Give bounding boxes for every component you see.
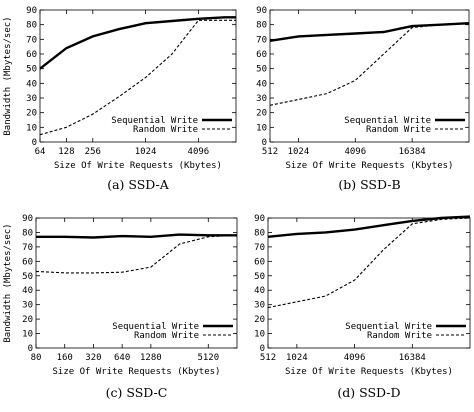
y-tick-label: 30	[26, 94, 37, 104]
sequential-write-line	[36, 233, 237, 239]
x-tick-label: 640	[114, 353, 130, 363]
chart-caption: (b) SSD-B	[338, 177, 400, 192]
y-tick-label: 40	[26, 79, 37, 89]
y-axis-label: Bandwidth (Mbytes/sec)	[3, 223, 13, 342]
y-tick-label: 80	[254, 228, 265, 238]
y-tick-label: 90	[256, 6, 267, 16]
x-tick-label: 64	[35, 147, 46, 157]
y-tick-label: 0	[28, 344, 33, 354]
chart-caption: (c) SSD-C	[106, 385, 168, 400]
y-tick-label: 90	[26, 6, 37, 16]
y-tick-label: 30	[254, 301, 265, 311]
y-tick-label: 90	[254, 214, 265, 224]
legend-label: Random Write	[134, 331, 199, 341]
random-write-line	[269, 22, 470, 106]
sequential-write-line	[269, 22, 470, 42]
legend-label: Sequential Write	[112, 322, 199, 332]
y-tick-label: 20	[256, 109, 267, 119]
y-tick-label: 60	[256, 50, 267, 60]
legend-label: Sequential Write	[111, 116, 198, 126]
x-tick-label: 128	[58, 147, 74, 157]
x-tick-label: 1280	[140, 353, 162, 363]
x-axis-label: Size Of Write Requests (Kbytes)	[286, 161, 454, 171]
chart-caption: (a) SSD-A	[107, 177, 170, 192]
x-tick-label: 256	[85, 147, 101, 157]
chart-3: 0 10 20 30 40 50 60 70 80 90 80 160 320 640 1280 5120 Si…	[3, 214, 238, 400]
y-tick-label: 90	[22, 214, 33, 224]
y-tick-label: 30	[256, 94, 267, 104]
x-tick-label: 4096	[344, 147, 366, 157]
plot-frame	[267, 217, 471, 349]
chart-caption: (d) SSD-D	[337, 385, 400, 400]
y-tick-label: 0	[262, 138, 267, 148]
x-tick-label: 4096	[188, 147, 210, 157]
y-tick-label: 50	[256, 65, 267, 75]
y-tick-label: 70	[254, 243, 265, 253]
y-tick-label: 40	[254, 286, 265, 296]
x-axis-label: Size Of Write Requests (Kbytes)	[285, 367, 453, 377]
y-axis-label: Bandwidth (Mbytes/sec)	[3, 16, 13, 135]
chart-2: 0 10 20 30 40 50 60 70 80 90 512 1024 4096 16384 Size …	[256, 6, 470, 192]
sequential-write-line	[39, 16, 236, 70]
x-tick-label: 16384	[399, 353, 426, 363]
x-tick-label: 1024	[135, 147, 157, 157]
x-tick-label: 512	[262, 147, 278, 157]
legend-label: Random Write	[367, 331, 432, 341]
y-tick-label: 40	[22, 286, 33, 296]
y-tick-label: 60	[22, 257, 33, 267]
chart-4: 0 10 20 30 40 50 60 70 80 90 512 1024 4096 16384 Size …	[254, 214, 471, 400]
x-tick-label: 4096	[344, 353, 366, 363]
y-tick-label: 20	[22, 315, 33, 325]
y-tick-label: 50	[26, 65, 37, 75]
x-tick-label: 320	[85, 353, 101, 363]
y-tick-label: 50	[254, 272, 265, 282]
y-tick-label: 80	[256, 21, 267, 31]
plot-frame	[35, 217, 238, 349]
y-tick-label: 10	[254, 330, 265, 340]
x-tick-label: 1024	[288, 147, 310, 157]
legend-label: Random Write	[366, 125, 431, 135]
x-tick-label: 16384	[399, 147, 426, 157]
legend-label: Random Write	[133, 125, 198, 135]
random-write-line	[39, 19, 236, 136]
y-tick-label: 10	[26, 123, 37, 133]
x-tick-label: 5120	[197, 353, 219, 363]
y-tick-label: 20	[26, 109, 37, 119]
y-tick-label: 80	[26, 21, 37, 31]
y-tick-label: 10	[22, 330, 33, 340]
plot-frame	[39, 9, 237, 143]
y-tick-label: 40	[256, 79, 267, 89]
y-tick-label: 60	[254, 257, 265, 267]
y-tick-label: 70	[22, 243, 33, 253]
x-axis-label: Size Of Write Requests (Kbytes)	[53, 367, 221, 377]
y-tick-label: 70	[256, 35, 267, 45]
x-tick-label: 80	[31, 353, 42, 363]
legend-label: Sequential Write	[344, 116, 431, 126]
x-tick-label: 1024	[286, 353, 308, 363]
x-tick-label: 160	[57, 353, 73, 363]
y-tick-label: 60	[26, 50, 37, 60]
y-tick-label: 30	[22, 301, 33, 311]
y-tick-label: 0	[32, 138, 37, 148]
y-tick-label: 20	[254, 315, 265, 325]
y-tick-label: 50	[22, 272, 33, 282]
y-tick-label: 80	[22, 228, 33, 238]
y-tick-label: 70	[26, 35, 37, 45]
random-write-line	[35, 234, 238, 274]
chart-1: 0 10 20 30 40 50 60 70 80 90 64 128 256 1024 4096 Size …	[3, 6, 237, 192]
x-axis-label: Size Of Write Requests (Kbytes)	[54, 161, 222, 171]
legend-label: Sequential Write	[345, 322, 432, 332]
random-write-line	[267, 217, 471, 309]
y-tick-label: 10	[256, 123, 267, 133]
plot-frame	[269, 9, 470, 143]
sequential-write-line	[267, 215, 471, 238]
y-tick-label: 0	[260, 344, 265, 354]
x-tick-label: 512	[260, 353, 276, 363]
